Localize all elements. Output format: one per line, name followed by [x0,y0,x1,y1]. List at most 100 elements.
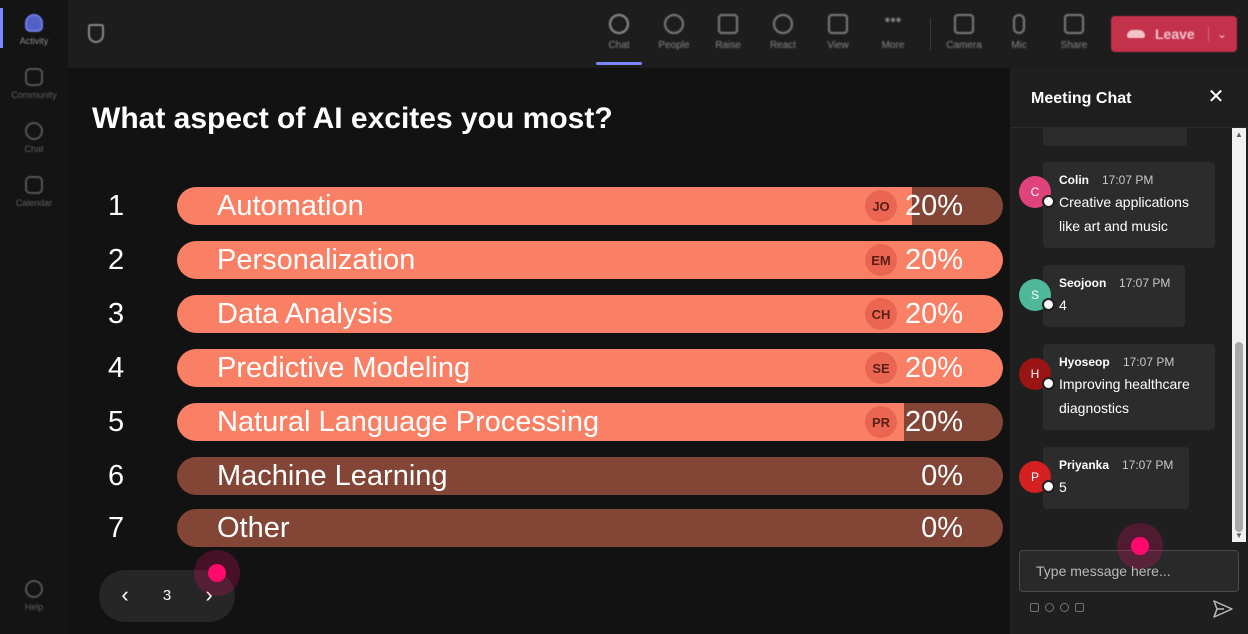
chat-message: S Seojoon 17:07 PM 4 [1010,265,1232,327]
chat-button[interactable]: Chat [596,8,642,60]
toolbar-divider [930,18,931,50]
poll-option-row[interactable]: 5 Natural Language Processing PR 20% [68,403,1010,441]
poll-option-number: 2 [108,244,125,276]
chat-message: C Colin 17:07 PM Creative applications like … [1010,162,1232,248]
message-bubble [1043,447,1189,509]
voter-avatar: JO [865,190,897,222]
leave-button-label: Leave [1155,26,1195,42]
chevron-left-icon[interactable]: ‹ [121,582,129,607]
chat-scrollbar[interactable]: ▲ ▼ [1232,128,1246,542]
share-button-label: Share [1060,40,1088,51]
avatar[interactable]: S [1019,279,1051,311]
format-toolbar [1030,603,1084,612]
rail-item-label: Community [11,90,57,100]
poll-question: What aspect of AI excites you most? [92,102,613,135]
close-icon[interactable]: ✕ [1207,86,1225,108]
rail-item-calendar[interactable]: Calendar [0,170,68,220]
send-icon[interactable] [1212,598,1234,620]
more-button[interactable]: ••• More [870,8,916,60]
rail-item-help[interactable]: Help [0,574,68,624]
poll-option-number: 3 [108,298,125,330]
rail-item-label: Calendar [15,198,53,208]
app-rail: Activity Community Chat Calendar Help [0,0,69,634]
hand-icon [718,14,738,34]
people-button-label: People [658,40,690,51]
rail-item-community[interactable]: Community [0,62,68,112]
rail-item-activity[interactable]: Activity [0,8,68,58]
share-screen-icon [1064,14,1084,34]
scroll-up-icon[interactable]: ▲ [1235,130,1243,139]
attach-icon[interactable] [1045,603,1054,612]
presence-status-icon [1042,195,1055,208]
message-author: Colin [1059,173,1089,187]
chat-active-indicator [596,62,642,65]
shield-icon[interactable] [88,24,104,43]
poll-option-percent: 20% [904,298,963,330]
format-icon[interactable] [1030,603,1039,612]
presence-status-icon [1042,298,1055,311]
click-marker [208,564,226,582]
chat-header: Meeting Chat ✕ [1010,68,1248,128]
react-button-label: React [769,40,797,51]
voter-avatar: SE [865,352,897,384]
mic-button[interactable]: Mic [996,8,1042,60]
poll-option-row[interactable]: 2 Personalization EM 20% [68,241,1010,279]
message-timestamp: 17:07 PM [1102,173,1154,187]
page-number: 3 [162,587,172,604]
rail-item-chat[interactable]: Chat [0,116,68,166]
poll-option-percent: 0% [921,512,963,544]
meeting-toolbar: Chat People Raise React View ••• More Ca… [68,0,1248,68]
scroll-down-icon[interactable]: ▼ [1235,531,1243,540]
poll-option-row[interactable]: 1 Automation JO 20% [68,187,1010,225]
scrollbar-thumb[interactable] [1235,342,1243,532]
leave-button[interactable]: Leave ⌄ [1111,16,1237,52]
chat-message: P Priyanka 17:07 PM 5 [1010,447,1232,509]
poll-option-number: 1 [108,190,125,222]
poll-option-label: Machine Learning [217,460,448,492]
message-bubble [1043,162,1215,248]
chat-message-list[interactable]: C Colin 17:07 PM Creative applications like … [1010,128,1232,542]
people-button[interactable]: People [651,8,697,60]
message-text: like art and music [1059,218,1168,234]
poll-option-row[interactable]: 3 Data Analysis CH 20% [68,295,1010,333]
camera-off-icon [954,14,974,34]
message-author: Seojoon [1059,276,1107,290]
chat-button-label: Chat [608,40,630,51]
poll-option-number: 5 [108,406,125,438]
microphone-icon [1013,14,1025,34]
poll-option-bar: Other 0% [177,509,1003,547]
react-button[interactable]: React [760,8,806,60]
poll-option-row[interactable]: 6 Machine Learning 0% [68,457,1010,495]
poll-option-row[interactable]: 7 Other 0% [68,509,1010,547]
more-dots-icon: ••• [884,12,902,29]
chevron-down-icon[interactable]: ⌄ [1207,27,1227,41]
share-button[interactable]: Share [1051,8,1097,60]
chat-message-input[interactable] [1019,550,1239,592]
poll-option-number: 7 [108,512,125,544]
emoji-icon[interactable] [1060,603,1069,612]
poll-option-row[interactable]: 4 Predictive Modeling SE 20% [68,349,1010,387]
poll-option-bar: Personalization EM 20% [177,241,1003,279]
message-author: Hyoseop [1059,355,1110,369]
message-text: diagnostics [1059,400,1130,416]
view-button[interactable]: View [815,8,861,60]
gif-icon[interactable] [1075,603,1084,612]
poll-option-percent: 20% [904,244,963,276]
message-author: Priyanka [1059,458,1110,472]
poll-option-bar: Predictive Modeling SE 20% [177,349,1003,387]
poll-option-fill [177,187,913,225]
raise-hand-button[interactable]: Raise [705,8,751,60]
more-button-label: More [881,40,905,51]
poll-option-percent: 20% [904,406,963,438]
chevron-right-icon[interactable]: › [205,582,213,607]
message-timestamp: 17:07 PM [1119,276,1171,290]
rail-item-label: Activity [19,36,49,46]
chat-bubble-icon [25,122,43,140]
camera-button[interactable]: Camera [941,8,987,60]
poll-stage: What aspect of AI excites you most? 1 Aut… [68,68,1010,634]
poll-option-percent: 20% [904,190,963,222]
poll-option-bar: Natural Language Processing PR 20% [177,403,1003,441]
poll-option-number: 4 [108,352,125,384]
grid-icon [828,14,848,34]
poll-option-bar: Automation JO 20% [177,187,1003,225]
